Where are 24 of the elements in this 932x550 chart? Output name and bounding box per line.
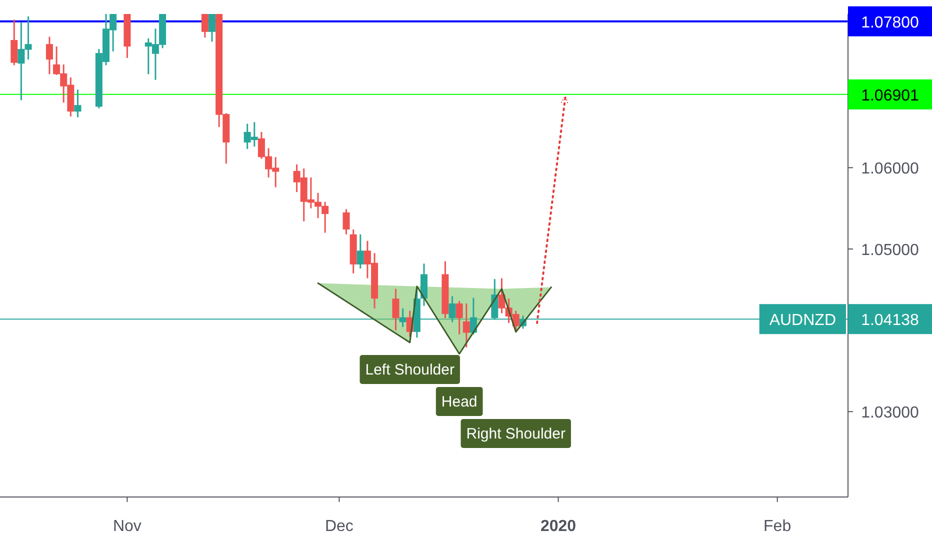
y-tick-label: 1.06000 <box>861 160 920 178</box>
y-tick-label: 1.03000 <box>861 404 920 422</box>
annotation: Left Shoulder <box>365 362 454 379</box>
candlestick <box>74 88 82 118</box>
annotation: Right Shoulder <box>466 426 566 443</box>
x-tick-label: 2020 <box>540 518 576 535</box>
text: AUDNZD <box>769 312 836 330</box>
candlestick <box>456 300 463 336</box>
ref-line-label: 1.06901 <box>861 87 920 104</box>
ref-line-label: 1.07800 <box>861 14 920 32</box>
candlestick <box>10 18 18 66</box>
ref-line-label: 1.04138 <box>861 312 920 330</box>
x-tick-label: Dec <box>324 518 354 535</box>
candlestick <box>201 14 208 38</box>
candlestick <box>46 36 53 75</box>
candlestick <box>392 288 400 332</box>
candlestick <box>356 234 364 270</box>
x-tick-label: Nov <box>112 518 142 535</box>
x-tick-label: Feb <box>764 518 792 535</box>
candlestick <box>208 14 216 42</box>
y-tick-label: 1.05000 <box>861 242 920 259</box>
candlestick <box>342 208 350 236</box>
annotation: Head <box>441 394 478 411</box>
candlestick <box>462 302 470 348</box>
